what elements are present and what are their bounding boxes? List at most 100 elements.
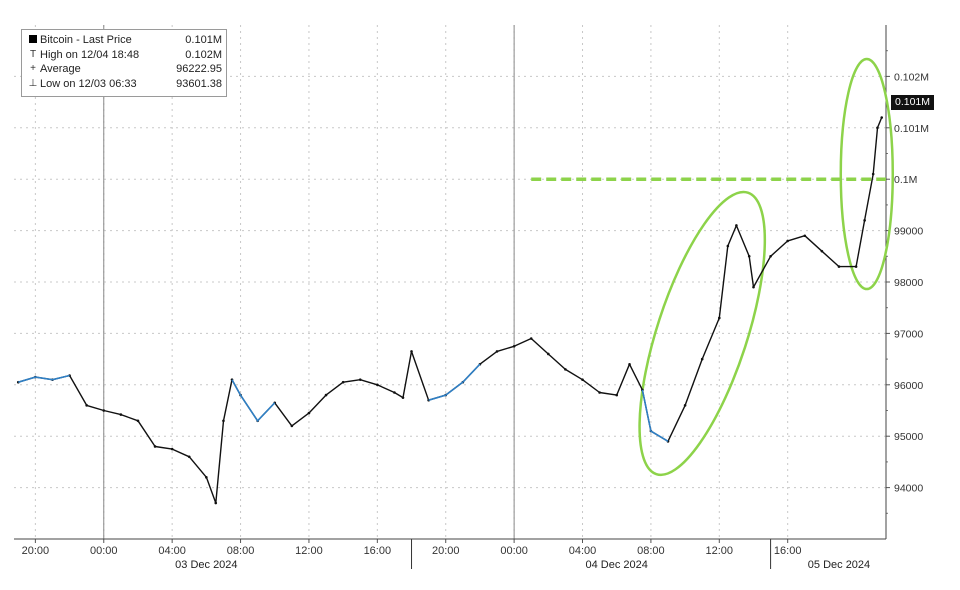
y-tick-label: 0.102M — [894, 71, 929, 83]
price-point — [170, 447, 174, 451]
price-point — [820, 249, 824, 253]
rally-ellipse — [638, 190, 767, 477]
legend-value: 0.101M — [185, 34, 222, 46]
price-point — [863, 219, 866, 222]
legend-item-low: ⊥ Low on 12/03 06:33 93601.38 — [26, 77, 222, 92]
price-point — [401, 396, 405, 399]
x-tick-label: 08:00 — [637, 545, 665, 557]
y-tick-label: 95000 — [894, 431, 923, 443]
price-point — [290, 424, 294, 428]
price-point — [615, 393, 619, 397]
price-point — [205, 476, 208, 479]
price-point — [769, 254, 772, 258]
price-point — [683, 404, 687, 407]
price-point — [837, 265, 841, 268]
price-point — [726, 244, 730, 248]
price-point — [119, 413, 123, 416]
price-point — [495, 350, 499, 353]
x-tick-label: 04:00 — [569, 545, 597, 557]
price-point — [307, 411, 311, 415]
y-tick-label: 0.1M — [894, 174, 917, 186]
price-point — [358, 378, 362, 381]
x-tick-label: 20:00 — [432, 545, 460, 557]
y-tick-label: 98000 — [894, 277, 923, 289]
legend-item-high: T High on 12/04 18:48 0.102M — [26, 48, 222, 63]
price-point — [880, 116, 884, 119]
price-point — [222, 419, 225, 423]
series-box-icon — [26, 33, 40, 48]
legend-item-last-price: Bitcoin - Last Price 0.101M — [26, 33, 222, 48]
annotations — [531, 57, 895, 477]
legend-label: Bitcoin - Last Price — [40, 34, 132, 46]
price-point — [512, 344, 516, 348]
legend: Bitcoin - Last Price 0.101M T High on 12… — [21, 29, 227, 97]
breakout-ellipse — [839, 57, 895, 291]
y-tick-label: 99000 — [894, 226, 923, 238]
date-label: 05 Dec 2024 — [808, 559, 870, 571]
x-tick-label: 20:00 — [22, 545, 50, 557]
low-marker-icon: ⊥ — [28, 77, 38, 89]
x-tick-label: 16:00 — [364, 545, 392, 557]
x-axis: 20:00 00:00 04:00 08:00 12:00 16:00 20:00 00:00… — [14, 538, 886, 571]
price-point — [628, 362, 631, 366]
price-point — [803, 234, 807, 238]
price-point — [376, 383, 379, 387]
x-tick-label: 08:00 — [227, 545, 255, 557]
highlight-segment — [18, 374, 70, 383]
legend-label: High on 12/04 18:48 — [40, 48, 140, 61]
y-tick-label: 96000 — [894, 380, 923, 392]
price-point — [717, 316, 721, 320]
price-point — [854, 265, 858, 268]
price-point — [547, 352, 550, 356]
grid — [14, 25, 886, 539]
highlight-segment — [641, 389, 669, 442]
price-point — [876, 126, 879, 130]
price-point — [214, 501, 218, 505]
price-point — [85, 404, 88, 407]
average-marker-icon: + — [30, 63, 36, 74]
y-tick-label: 94000 — [894, 483, 923, 495]
price-point — [598, 391, 601, 394]
last-price-badge: 0.101M — [891, 95, 935, 110]
plot-area — [14, 25, 886, 539]
y-tick-label: 97000 — [894, 328, 923, 340]
x-tick-label: 16:00 — [774, 545, 802, 557]
legend-value: 0.102M — [185, 48, 222, 61]
price-point — [700, 357, 704, 361]
price-point — [187, 455, 191, 459]
legend-label: Average — [40, 63, 81, 75]
price-point — [324, 393, 328, 397]
price-point — [581, 378, 584, 381]
price-point — [136, 419, 140, 423]
y-tick-label: 0.101M — [894, 123, 929, 135]
x-tick-label: 12:00 — [706, 545, 734, 557]
legend-value: 93601.38 — [176, 77, 222, 90]
price-point — [410, 350, 413, 353]
x-tick-label: 04:00 — [158, 545, 186, 557]
price-point — [747, 254, 751, 258]
price-point — [735, 224, 738, 227]
x-tick-label: 00:00 — [500, 545, 528, 557]
legend-value: 96222.95 — [176, 63, 222, 75]
price-point — [564, 368, 567, 371]
highlight-segment — [231, 379, 276, 423]
price-series — [16, 116, 884, 505]
y-axis: 94000 95000 96000 97000 98000 99000 0.1M 0.101M… — [885, 25, 929, 539]
date-label: 03 Dec 2024 — [175, 559, 237, 571]
price-point — [153, 445, 157, 448]
high-marker-icon: T — [29, 48, 37, 60]
price-point — [102, 409, 106, 412]
highlight-segment — [428, 363, 481, 401]
x-tick-label: 00:00 — [90, 545, 118, 557]
price-point — [341, 380, 345, 384]
price-point — [871, 172, 875, 176]
legend-item-average: + Average 96222.95 — [26, 62, 222, 77]
price-point — [752, 285, 755, 289]
legend-label: Low on 12/03 06:33 — [40, 77, 137, 90]
x-tick-label: 12:00 — [295, 545, 323, 557]
date-label: 04 Dec 2024 — [586, 559, 648, 571]
price-point — [393, 391, 396, 394]
price-point — [529, 337, 533, 340]
price-point — [786, 239, 789, 243]
